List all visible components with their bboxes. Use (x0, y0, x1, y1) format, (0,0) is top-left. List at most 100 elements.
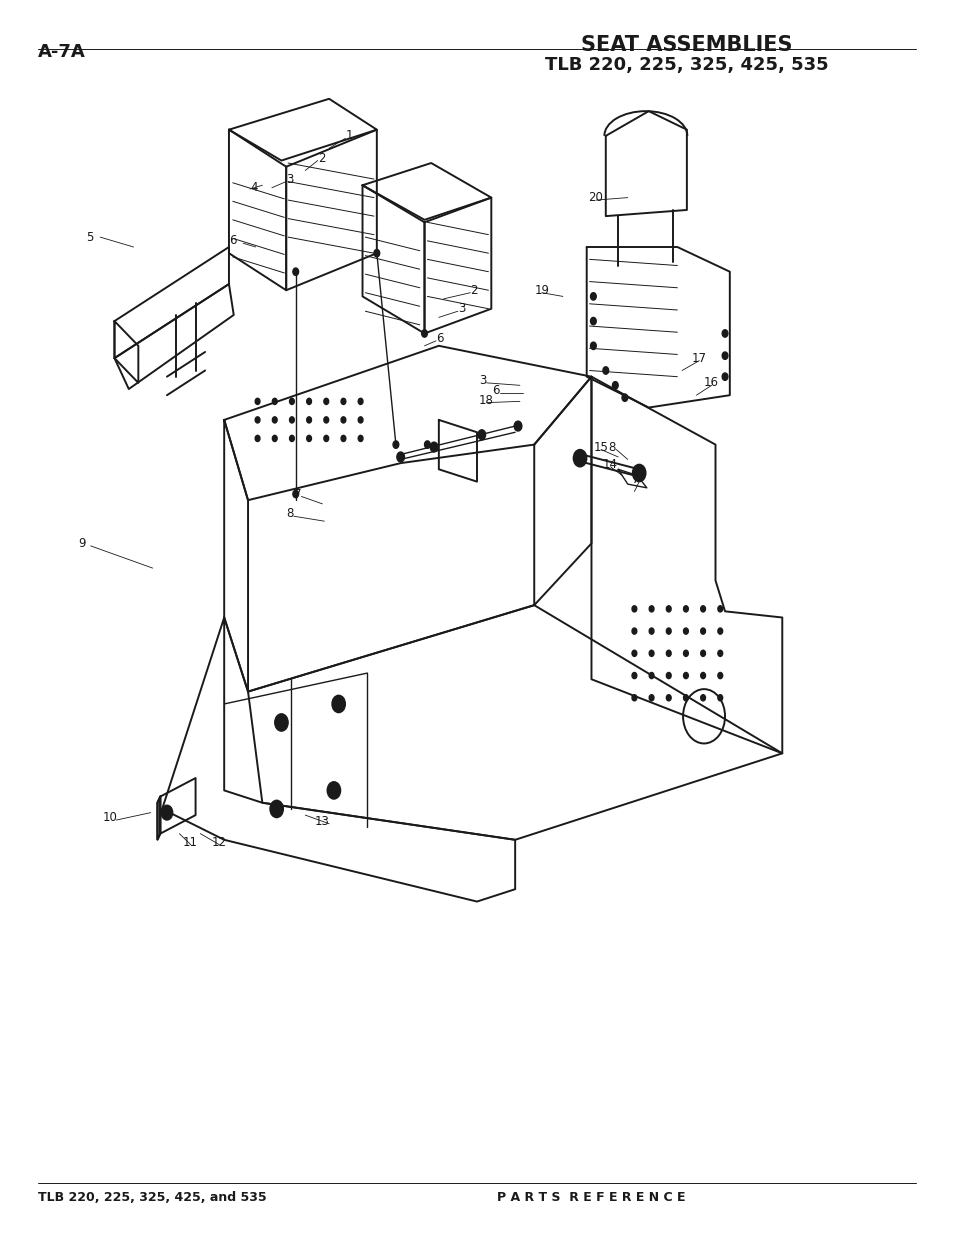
Text: 6: 6 (492, 384, 499, 396)
Circle shape (290, 398, 294, 405)
Text: 16: 16 (703, 377, 719, 389)
Circle shape (590, 317, 596, 325)
Circle shape (631, 650, 637, 657)
Text: 3: 3 (286, 173, 294, 185)
Circle shape (332, 695, 345, 713)
Circle shape (602, 367, 608, 374)
Text: 7: 7 (294, 488, 301, 500)
Circle shape (631, 694, 637, 701)
Circle shape (307, 398, 311, 405)
Text: TLB 220, 225, 325, 425, and 535: TLB 220, 225, 325, 425, and 535 (38, 1191, 267, 1204)
Circle shape (718, 627, 722, 635)
Circle shape (666, 694, 671, 701)
Text: TLB 220, 225, 325, 425, 535: TLB 220, 225, 325, 425, 535 (544, 56, 828, 74)
Text: 1: 1 (345, 130, 353, 142)
Circle shape (358, 417, 363, 422)
Circle shape (290, 417, 294, 422)
Circle shape (632, 464, 645, 482)
Polygon shape (157, 797, 160, 840)
Text: SEAT ASSEMBLIES: SEAT ASSEMBLIES (580, 35, 792, 54)
Circle shape (273, 436, 277, 441)
Circle shape (293, 268, 298, 275)
Circle shape (700, 605, 704, 611)
Circle shape (718, 672, 722, 679)
Text: 20: 20 (587, 191, 602, 204)
Circle shape (683, 694, 688, 701)
Text: 2: 2 (470, 284, 477, 296)
Circle shape (396, 452, 404, 462)
Circle shape (424, 441, 430, 448)
Circle shape (514, 421, 521, 431)
Circle shape (358, 436, 363, 441)
Text: 5: 5 (86, 231, 93, 243)
Circle shape (393, 441, 398, 448)
Circle shape (477, 430, 485, 440)
Text: 3: 3 (478, 374, 486, 387)
Circle shape (307, 436, 311, 441)
Circle shape (631, 672, 637, 679)
Text: 12: 12 (212, 836, 227, 848)
Text: 11: 11 (183, 836, 198, 848)
Circle shape (631, 627, 637, 635)
Circle shape (718, 694, 722, 701)
Circle shape (648, 605, 654, 611)
Circle shape (631, 605, 637, 611)
Text: 6: 6 (229, 235, 236, 247)
Circle shape (270, 800, 283, 818)
Circle shape (700, 694, 704, 701)
Text: 4: 4 (250, 182, 257, 194)
Circle shape (700, 672, 704, 679)
Text: 15: 15 (593, 441, 608, 453)
Circle shape (683, 605, 688, 611)
Circle shape (430, 442, 437, 452)
Circle shape (327, 782, 340, 799)
Circle shape (683, 627, 688, 635)
Circle shape (700, 650, 704, 657)
Text: A-7A: A-7A (38, 43, 86, 62)
Text: 7: 7 (631, 473, 639, 485)
Circle shape (590, 342, 596, 350)
Text: P A R T S  R E F E R E N C E: P A R T S R E F E R E N C E (497, 1191, 685, 1204)
Circle shape (358, 398, 363, 405)
Circle shape (683, 650, 688, 657)
Text: 19: 19 (534, 284, 549, 296)
Circle shape (573, 450, 586, 467)
Circle shape (721, 352, 727, 359)
Circle shape (293, 490, 298, 498)
Circle shape (666, 627, 671, 635)
Circle shape (290, 436, 294, 441)
Circle shape (254, 398, 259, 405)
Circle shape (324, 398, 328, 405)
Circle shape (721, 373, 727, 380)
Text: 10: 10 (103, 811, 118, 824)
Circle shape (274, 714, 288, 731)
Circle shape (324, 436, 328, 441)
Circle shape (421, 330, 427, 337)
Text: 13: 13 (314, 815, 330, 827)
Text: 14: 14 (602, 458, 618, 471)
Circle shape (666, 672, 671, 679)
Circle shape (648, 694, 654, 701)
Circle shape (621, 394, 627, 401)
Circle shape (341, 417, 346, 422)
Circle shape (648, 650, 654, 657)
Circle shape (648, 627, 654, 635)
Circle shape (273, 398, 277, 405)
Circle shape (590, 293, 596, 300)
Circle shape (666, 650, 671, 657)
Circle shape (718, 605, 722, 611)
Text: 3: 3 (457, 303, 465, 315)
Text: 18: 18 (478, 394, 494, 406)
Circle shape (341, 398, 346, 405)
Circle shape (374, 249, 379, 257)
Text: 8: 8 (286, 508, 294, 520)
Text: 17: 17 (691, 352, 706, 364)
Circle shape (648, 672, 654, 679)
Circle shape (721, 330, 727, 337)
Text: 9: 9 (78, 537, 86, 550)
Circle shape (273, 417, 277, 422)
Circle shape (324, 417, 328, 422)
Text: 8: 8 (608, 441, 616, 453)
Circle shape (341, 436, 346, 441)
Circle shape (254, 436, 259, 441)
